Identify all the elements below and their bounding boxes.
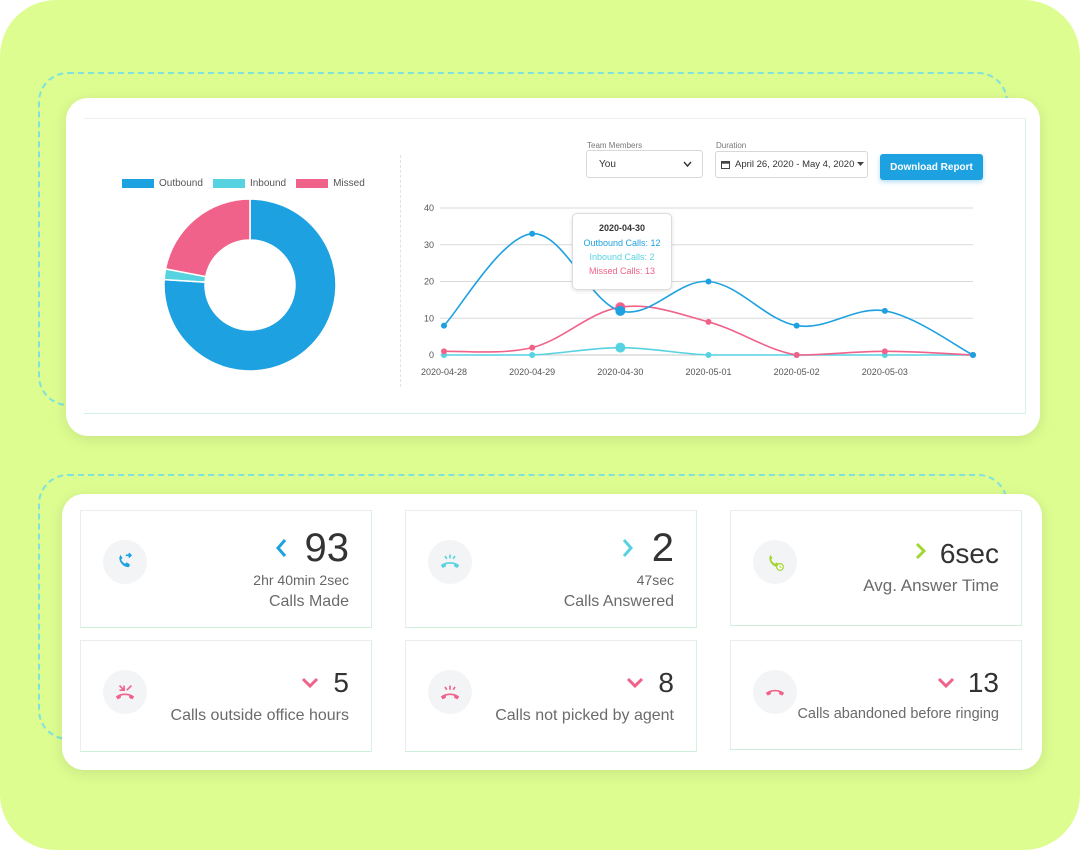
- tooltip-outbound: Outbound Calls: 12: [583, 238, 661, 248]
- tooltip-inbound: Inbound Calls: 2: [589, 252, 655, 262]
- chevron-down-icon: [683, 161, 692, 168]
- stat-calls-abandoned[interactable]: 13 Calls abandoned before ringing: [730, 640, 1022, 750]
- trend-up-chevron-icon: [276, 539, 287, 557]
- data-point-outbound[interactable]: [793, 322, 800, 329]
- calls-made-duration: 2hr 40min 2sec: [253, 572, 349, 588]
- data-point-inbound[interactable]: [529, 352, 536, 358]
- data-point-outbound[interactable]: [615, 305, 626, 316]
- trend-up-chevron-icon: [915, 542, 927, 560]
- download-report-button[interactable]: Download Report: [880, 154, 983, 180]
- data-point-outbound[interactable]: [441, 322, 447, 329]
- stat-calls-not-picked[interactable]: 8 Calls not picked by agent: [405, 640, 697, 752]
- calls-answered-duration: 47sec: [636, 572, 674, 588]
- calendar-icon: [721, 161, 730, 169]
- duration-label: Duration: [716, 141, 747, 150]
- data-point-outbound[interactable]: [881, 307, 888, 314]
- data-point-outbound[interactable]: [970, 352, 976, 358]
- stat-calls-answered[interactable]: 2 47sec Calls Answered: [405, 510, 697, 628]
- duration-value: April 26, 2020 - May 4, 2020: [735, 159, 855, 170]
- data-point-inbound[interactable]: [615, 342, 626, 353]
- trend-down-chevron-icon: [301, 677, 319, 689]
- donut-slice-outbound[interactable]: [163, 198, 337, 372]
- y-tick-label: 20: [424, 277, 434, 287]
- data-point-missed[interactable]: [793, 352, 800, 358]
- x-tick-label: 2020-05-03: [862, 367, 908, 377]
- data-point-missed[interactable]: [705, 318, 712, 325]
- tooltip-title: 2020-04-30: [598, 223, 646, 233]
- legend-outbound[interactable]: Outbound: [122, 178, 203, 189]
- calls-not-picked-label: Calls not picked by agent: [495, 707, 674, 724]
- series-line-outbound: [443, 232, 974, 356]
- donut-legend: Outbound Inbound Missed: [122, 178, 365, 189]
- trend-up-chevron-icon: [622, 539, 633, 557]
- answered-call-icon: [428, 540, 472, 584]
- calls-outside-hours-value: 5: [333, 667, 349, 698]
- calls-abandoned-label: Calls abandoned before ringing: [797, 706, 999, 722]
- x-tick-label: 2020-04-28: [421, 367, 467, 377]
- avg-answer-time-value: 6sec: [939, 538, 999, 569]
- x-tick-label: 2020-04-30: [597, 367, 643, 377]
- tooltip-missed: Missed Calls: 13: [588, 266, 656, 276]
- data-point-outbound[interactable]: [705, 278, 712, 285]
- trend-down-chevron-icon: [626, 677, 644, 689]
- divider: [400, 155, 402, 387]
- calls-answered-value: 2: [651, 526, 674, 570]
- data-point-outbound[interactable]: [529, 230, 536, 237]
- calls-made-value: 93: [304, 526, 350, 570]
- y-tick-label: 40: [424, 203, 434, 213]
- calls-outside-hours-label: Calls outside office hours: [170, 707, 349, 724]
- answer-time-icon: [753, 540, 797, 584]
- trend-down-chevron-icon: [937, 677, 955, 689]
- y-tick-label: 10: [424, 313, 434, 323]
- team-members-select[interactable]: You: [586, 150, 703, 178]
- chart-card: [66, 98, 1040, 436]
- data-point-missed[interactable]: [881, 348, 888, 355]
- duration-select[interactable]: April 26, 2020 - May 4, 2020: [715, 151, 868, 178]
- y-tick-label: 30: [424, 240, 434, 250]
- stat-calls-made[interactable]: 93 2hr 40min 2sec Calls Made: [80, 510, 372, 628]
- calls-not-picked-value: 8: [658, 667, 674, 698]
- data-point-inbound[interactable]: [705, 352, 712, 358]
- chart-panel: [84, 118, 1026, 414]
- team-members-label: Team Members: [587, 141, 643, 150]
- stat-calls-outside-hours[interactable]: 5 Calls outside office hours: [80, 640, 372, 752]
- donut-slice-missed[interactable]: [164, 198, 251, 278]
- calls-abandoned-value: 13: [967, 667, 999, 698]
- legend-missed[interactable]: Missed: [296, 178, 365, 189]
- calls-answered-label: Calls Answered: [563, 593, 674, 610]
- team-members-value: You: [599, 158, 616, 170]
- caret-down-icon: [857, 162, 865, 166]
- outgoing-call-icon: [103, 540, 147, 584]
- calls-made-label: Calls Made: [268, 593, 349, 610]
- hangup-call-icon: [753, 670, 797, 714]
- donut-chart: [163, 198, 337, 372]
- outside-hours-call-icon: [103, 670, 147, 714]
- data-point-missed[interactable]: [529, 344, 536, 351]
- y-tick-label: 0: [429, 350, 434, 360]
- data-point-missed[interactable]: [441, 348, 447, 355]
- chart-tooltip: 2020-04-30 Outbound Calls: 12 Inbound Ca…: [572, 213, 672, 290]
- not-picked-call-icon: [428, 670, 472, 714]
- avg-answer-time-label: Avg. Answer Time: [863, 576, 999, 595]
- stat-avg-answer-time[interactable]: 6sec Avg. Answer Time: [730, 510, 1022, 626]
- legend-inbound[interactable]: Inbound: [212, 178, 286, 189]
- x-tick-label: 2020-04-29: [509, 367, 555, 377]
- x-tick-label: 2020-05-01: [685, 367, 731, 377]
- x-tick-label: 2020-05-02: [774, 367, 820, 377]
